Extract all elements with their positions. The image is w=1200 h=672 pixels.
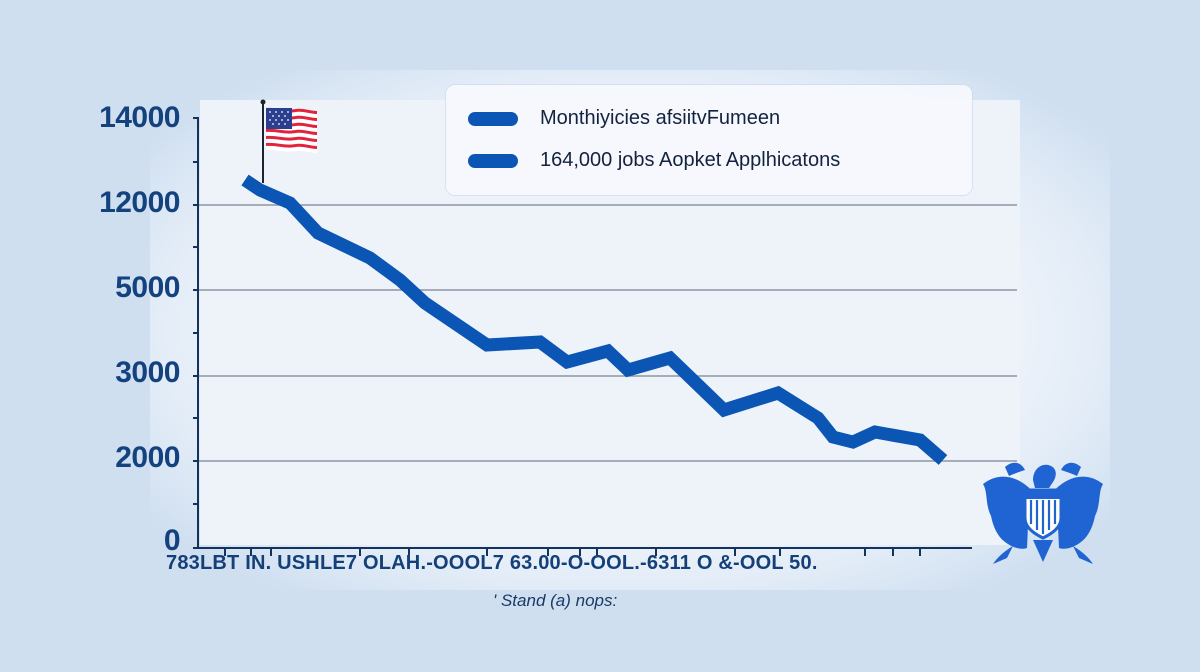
eagle-seal-icon (983, 462, 1103, 564)
legend-item[interactable]: Monthiyicies afsiitvFumeen (468, 107, 780, 130)
legend-swatch (468, 153, 518, 168)
y-tick-label: 2000 (115, 441, 180, 474)
legend: Monthiyicies afsiitvFumeen 164,000 jobs … (446, 85, 972, 195)
us-flag-icon (260, 99, 317, 183)
y-tick-label: 12000 (99, 186, 180, 219)
series-line (241, 174, 948, 465)
x-axis-title: ' Stand (a) nops: (493, 591, 618, 610)
legend-label: 164,000 jobs Aopket Applhicatons (540, 149, 841, 171)
y-tick-label: 14000 (99, 101, 180, 134)
x-axis (193, 547, 972, 556)
legend-swatch (468, 111, 518, 126)
legend-item[interactable]: 164,000 jobs Aopket Applhicatons (468, 149, 840, 172)
gridlines (197, 204, 1017, 462)
y-tick-label: 0 (163, 524, 181, 557)
y-tick-label: 3000 (115, 356, 180, 389)
y-axis (193, 117, 199, 548)
x-tick-labels: 783LBT IN. USHLE7 OLAH.-OOOL7 63.00-O-OO… (166, 552, 818, 574)
legend-label: Monthiyicies afsiitvFumeen (540, 107, 781, 129)
y-tick-label: 5000 (115, 271, 180, 304)
